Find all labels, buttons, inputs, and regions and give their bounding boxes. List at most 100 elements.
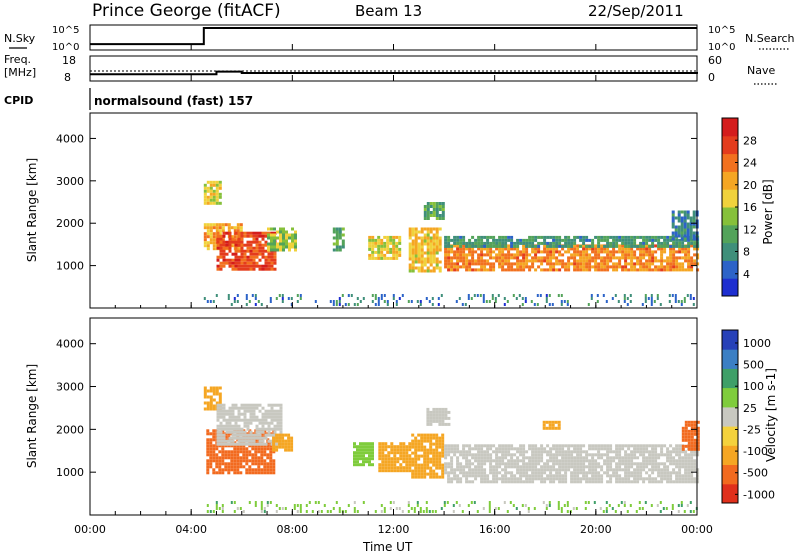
heatmap-cell-6 <box>426 260 430 264</box>
heatmap-cell-5 <box>384 454 388 458</box>
heatmap-cell-8 <box>549 459 553 463</box>
heatmap-cell-7 <box>441 416 445 420</box>
heatmap-cell-8 <box>447 247 451 251</box>
heatmap-cell-8 <box>693 468 697 472</box>
heatmap-cell-8 <box>522 265 526 269</box>
heatmap-cell-6 <box>429 242 433 246</box>
heatmap-cell-8 <box>495 259 499 263</box>
heatmap-cell-8 <box>513 477 517 481</box>
heatmap-cell-1 <box>236 444 240 448</box>
heatmap-cell-8 <box>633 471 637 475</box>
heatmap-cell-8 <box>453 477 457 481</box>
heatmap-cell-9 <box>654 235 658 239</box>
heatmap-cell-8 <box>516 465 520 469</box>
heatmap-cell-10 <box>683 237 687 241</box>
heatmap-cell-8 <box>552 262 556 266</box>
heatmap-cell-6 <box>432 254 436 258</box>
heatmap-cell-6 <box>441 442 445 446</box>
heatmap-cell-4 <box>338 233 342 237</box>
heatmap-cell-8 <box>519 468 523 472</box>
heatmap-cell-8 <box>648 247 652 251</box>
heatmap-cell-10 <box>681 444 685 448</box>
heatmap-cell-6 <box>432 245 436 249</box>
heatmap-cell-3 <box>290 442 294 446</box>
heatmap-cell-4 <box>368 460 371 464</box>
heatmap-cell-2 <box>243 231 247 235</box>
heatmap-cell-8 <box>522 256 526 260</box>
heatmap-cell-2 <box>219 243 223 247</box>
heatmap-cell-scatter <box>518 294 521 297</box>
heatmap-cell-2 <box>270 427 274 431</box>
heatmap-cell-2 <box>252 234 256 238</box>
heatmap-cell-8 <box>660 259 664 263</box>
y-tick-label: 3000 <box>56 381 84 394</box>
heatmap-cell-8 <box>591 265 595 269</box>
heatmap-cell-scatter <box>407 501 410 504</box>
heatmap-cell-8 <box>573 259 577 263</box>
heatmap-cell-8 <box>651 447 655 451</box>
heatmap-cell-6 <box>420 266 424 270</box>
heatmap-cell-9 <box>678 238 682 242</box>
nave-right-tick-bottom: 0 <box>708 71 715 84</box>
heatmap-cell-6 <box>429 248 433 252</box>
heatmap-cell-2 <box>258 430 262 434</box>
heatmap-cell-2 <box>249 249 253 253</box>
heatmap-cell-1 <box>248 468 252 472</box>
heatmap-cell-2 <box>219 430 223 434</box>
heatmap-cell-8 <box>495 465 499 469</box>
heatmap-cell-scatter <box>383 507 386 510</box>
heatmap-cell-8 <box>444 447 448 451</box>
heatmap-cell-6 <box>432 266 436 270</box>
heatmap-cell-1 <box>212 471 216 475</box>
heatmap-cell-5 <box>387 454 391 458</box>
heatmap-cell-9 <box>648 244 652 248</box>
heatmap-cell-9 <box>663 241 667 245</box>
heatmap-cell-8 <box>594 453 598 457</box>
heatmap-cell-8 <box>552 459 556 463</box>
heatmap-cell-9 <box>597 238 601 242</box>
heatmap-cell-8 <box>549 465 553 469</box>
heatmap-cell-8 <box>585 259 589 263</box>
heatmap-cell-5 <box>393 448 397 452</box>
heatmap-cell-5 <box>402 442 406 446</box>
heatmap-cell-8 <box>492 444 496 448</box>
heatmap-cell-8 <box>678 262 682 266</box>
heatmap-cell-6 <box>441 454 445 458</box>
heatmap-cell-8 <box>657 456 661 460</box>
heatmap-cell-8 <box>573 244 577 248</box>
heatmap-cell-8 <box>522 480 526 484</box>
heatmap-cell-6 <box>420 254 424 258</box>
heatmap-cell-8 <box>507 244 511 248</box>
heatmap-cell-2 <box>252 231 256 235</box>
heatmap-cell-9 <box>513 241 517 245</box>
heatmap-cell-scatter <box>653 300 656 303</box>
heatmap-cell-8 <box>576 247 580 251</box>
heatmap-cell-2 <box>261 418 265 422</box>
heatmap-cell-8 <box>456 262 460 266</box>
heatmap-cell-10 <box>677 225 681 229</box>
heatmap-cell-8 <box>486 456 490 460</box>
heatmap-cell-2 <box>246 264 250 268</box>
heatmap-cell-8 <box>666 265 670 269</box>
heatmap-cell-8 <box>627 474 631 478</box>
heatmap-cell-scatter <box>419 300 422 303</box>
heatmap-cell-8 <box>576 447 580 451</box>
heatmap-cell-4 <box>362 442 365 446</box>
heatmap-cell-8 <box>639 444 643 448</box>
heatmap-cell-8 <box>504 453 508 457</box>
heatmap-cell-1 <box>239 447 243 451</box>
heatmap-cell-8 <box>606 450 610 454</box>
heatmap-cell-8 <box>570 450 574 454</box>
heatmap-cell-scatter <box>557 504 560 507</box>
heatmap-cell-9 <box>600 235 604 239</box>
heatmap-cell-1 <box>209 432 213 436</box>
heatmap-cell-2 <box>234 430 238 434</box>
heatmap-cell-8 <box>576 250 580 254</box>
heatmap-cell-8 <box>459 250 463 254</box>
heatmap-cell-6 <box>408 248 412 252</box>
heatmap-cell-8 <box>615 468 619 472</box>
heatmap-cell-scatter <box>641 303 644 306</box>
heatmap-cell-2 <box>240 267 244 271</box>
heatmap-cell-3 <box>282 248 285 252</box>
heatmap-cell-9 <box>594 235 598 239</box>
